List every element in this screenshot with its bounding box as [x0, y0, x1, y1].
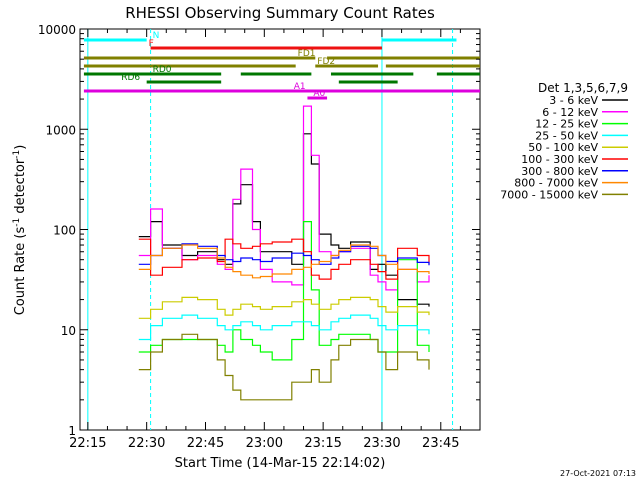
x-tick-label: 23:45 — [422, 436, 459, 451]
series-line-7 — [138, 244, 430, 279]
flag-label-a1: A1 — [294, 82, 306, 92]
y-axis-label-end: ) — [13, 145, 28, 150]
x-tick-label: 23:00 — [246, 436, 283, 451]
flag-label-a0: A0 — [313, 89, 325, 99]
x-tick-label: 22:45 — [187, 436, 224, 451]
y-axis-label-sup1: -1 — [12, 218, 22, 227]
series-line-5 — [138, 238, 430, 280]
flag-label-rd6: RD6 — [121, 73, 140, 83]
chart-title: RHESSI Observing Summary Count Rates — [125, 4, 435, 22]
x-tick-label: 22:30 — [128, 436, 165, 451]
footer-date: 27-Oct-2021 07:13 — [560, 469, 636, 478]
x-tick-label: 22:15 — [69, 436, 106, 451]
legend-title: Det 1,3,5,6,7,9 — [538, 81, 628, 95]
legend-label: 6 - 12 keV — [542, 106, 598, 119]
x-tick-label: 23:30 — [363, 436, 400, 451]
legend-label: 7000 - 15000 keV — [500, 188, 598, 201]
flag-label-fd1: FD1 — [298, 49, 316, 59]
series-line-8 — [138, 333, 430, 401]
y-tick-label: 10 — [61, 324, 76, 338]
rate-series-group — [138, 105, 430, 401]
series-line-4 — [138, 296, 430, 319]
y-axis-label-main: Count Rate (s — [13, 227, 28, 316]
series-line-3 — [138, 314, 430, 341]
x-axis-ticks: 22:15 22:30 22:45 23:00 23:15 23:30 23:45 — [69, 29, 481, 451]
legend-label: 3 - 6 keV — [549, 94, 598, 107]
y-tick-label: 1 — [68, 424, 76, 438]
series-line-0 — [138, 133, 430, 307]
x-axis-label: Start Time (14-Mar-15 22:14:02) — [175, 456, 386, 471]
x-tick-label: 23:15 — [304, 436, 341, 451]
legend-label: 100 - 300 keV — [521, 153, 598, 166]
y-axis-ticks: 1 10 100 1000 10000 — [38, 23, 480, 438]
legend-label: 12 - 25 keV — [535, 118, 598, 131]
y-tick-label: 100 — [53, 224, 76, 238]
y-tick-label: 1000 — [45, 123, 76, 137]
flag-label-fd2: FD2 — [317, 57, 335, 67]
legend-label: 25 - 50 keV — [535, 129, 598, 142]
y-axis-label-mid: detector — [13, 158, 28, 218]
series-line-1 — [138, 105, 430, 291]
legend-label: 300 - 800 keV — [521, 165, 598, 178]
y-tick-label: 10000 — [38, 23, 76, 37]
legend-label: 800 - 7000 keV — [514, 177, 598, 190]
y-axis-label: Count Rate (s-1 detector-1) — [12, 145, 28, 316]
legend-label: 50 - 100 keV — [528, 141, 598, 154]
flag-label-n: N — [153, 31, 160, 41]
flag-label-f: F — [149, 39, 154, 49]
flag-label-rd0: RD0 — [153, 65, 172, 75]
y-axis-label-sup2: -1 — [12, 150, 22, 159]
